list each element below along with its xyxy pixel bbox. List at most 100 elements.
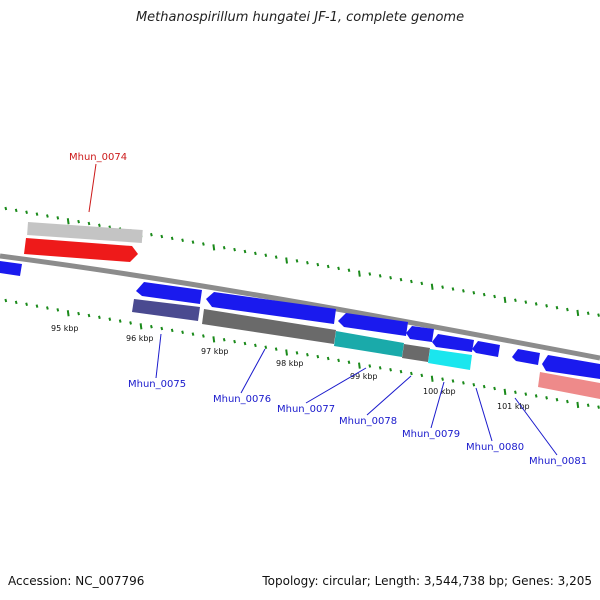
tick-mark — [46, 306, 49, 310]
kbp-label-layer: 95 kbp 96 kbp 97 kbp 98 kbp 99 kbp 100 kbp 101… — [51, 324, 530, 411]
tick-mark — [524, 392, 528, 396]
tick-mark — [14, 300, 18, 305]
tick-mark — [545, 304, 548, 308]
feature-bar-mhun-0076[interactable] — [202, 309, 336, 344]
tick-mark — [399, 369, 403, 374]
feature-bar-mhun-0077[interactable] — [334, 331, 404, 357]
tick-mark — [285, 257, 288, 264]
feature-leader-line — [475, 387, 493, 442]
tick-mark — [430, 375, 434, 382]
tick-mark — [472, 382, 476, 387]
feature-bar-mhun-0078[interactable] — [402, 344, 430, 362]
tick-mark — [87, 313, 91, 318]
inner-tick-track — [4, 298, 600, 409]
feature-label-mhun-0078[interactable]: Mhun_0078 — [339, 416, 397, 427]
feature-bar-mhun-0074[interactable] — [27, 222, 143, 243]
tick-mark — [566, 399, 569, 404]
gene-arrow-g3[interactable] — [206, 292, 336, 324]
tick-mark — [368, 364, 372, 368]
tick-mark — [368, 272, 372, 276]
tick-mark — [389, 367, 392, 372]
tick-mark — [170, 236, 174, 241]
kbp-label: 98 kbp — [276, 359, 304, 368]
feature-label-mhun-0079[interactable]: Mhun_0079 — [402, 429, 460, 440]
tick-mark — [337, 266, 340, 271]
gene-arrow-g9[interactable] — [542, 355, 600, 379]
tick-mark — [410, 371, 413, 376]
accession-text: Accession: NC_007796 — [8, 574, 145, 588]
tick-mark — [295, 259, 299, 263]
gene-arrow-g6[interactable] — [432, 334, 474, 352]
tick-mark — [451, 379, 455, 383]
tick-mark — [482, 384, 486, 389]
tick-mark — [566, 307, 569, 312]
kbp-label: 95 kbp — [51, 324, 79, 333]
tick-mark — [326, 356, 330, 361]
tick-mark — [586, 403, 590, 408]
tick-mark — [534, 302, 538, 306]
tick-mark — [66, 218, 70, 225]
tick-mark — [524, 300, 528, 304]
tick-mark — [472, 290, 476, 295]
feature-bar-mhun-0079[interactable] — [428, 349, 472, 370]
tick-mark — [482, 292, 486, 297]
tick-mark — [14, 208, 18, 213]
gene-arrow-g7[interactable] — [472, 341, 500, 357]
kbp-label: 100 kbp — [423, 387, 456, 396]
tick-mark — [98, 223, 101, 228]
tick-mark — [399, 277, 403, 282]
tick-mark — [77, 311, 80, 316]
gene-arrow-g1[interactable] — [0, 261, 22, 276]
feature-label-layer: Mhun_0074 Mhun_0075 Mhun_0076 Mhun_0077 Mhun… — [69, 152, 587, 467]
tick-mark — [358, 270, 361, 277]
tick-mark — [108, 317, 112, 321]
tick-mark — [264, 345, 268, 350]
tick-mark — [555, 305, 559, 310]
tick-mark — [118, 319, 122, 323]
feature-leader-line — [366, 375, 412, 416]
tick-mark — [555, 397, 559, 402]
tick-mark — [150, 232, 153, 237]
tick-mark — [316, 354, 320, 359]
feature-label-mhun-0075[interactable]: Mhun_0075 — [128, 379, 186, 390]
genome-backbone — [0, 253, 600, 361]
tick-mark — [420, 281, 424, 286]
tick-mark — [503, 388, 507, 395]
tick-mark — [534, 394, 538, 398]
gene-arrow-g8[interactable] — [512, 349, 540, 365]
tick-mark — [378, 366, 382, 370]
tick-mark — [4, 206, 8, 211]
tick-mark — [493, 386, 496, 391]
tick-mark — [243, 249, 247, 254]
tick-mark — [77, 219, 80, 224]
feature-bar-mhun-0081[interactable] — [538, 372, 600, 399]
feature-label-mhun-0074[interactable]: Mhun_0074 — [69, 152, 127, 163]
tick-mark — [514, 298, 517, 302]
tick-mark — [202, 242, 205, 246]
tick-mark — [378, 274, 382, 278]
tick-mark — [545, 396, 548, 400]
gene-arrow-g5[interactable] — [406, 326, 434, 342]
tick-mark — [160, 326, 164, 331]
tick-mark — [420, 373, 424, 378]
tick-mark — [233, 247, 236, 252]
tick-mark — [56, 308, 60, 312]
feature-label-mhun-0081[interactable]: Mhun_0081 — [529, 456, 587, 467]
kbp-label: 96 kbp — [126, 334, 154, 343]
feature-bar-mhun-0075[interactable] — [132, 299, 200, 321]
tick-mark — [430, 283, 434, 290]
genome-title: Methanospirillum hungatei JF-1, complete… — [135, 10, 465, 25]
feature-leader-line — [88, 163, 97, 213]
gene-arrow-g10[interactable] — [24, 238, 138, 262]
feature-label-mhun-0076[interactable]: Mhun_0076 — [213, 394, 271, 405]
tick-mark — [576, 309, 580, 317]
tick-mark — [326, 264, 330, 269]
gene-arrow-g4[interactable] — [338, 313, 408, 336]
gene-arrow-g2[interactable] — [136, 282, 202, 304]
feature-label-mhun-0077[interactable]: Mhun_0077 — [277, 404, 335, 415]
tick-mark — [462, 289, 465, 293]
feature-label-mhun-0080[interactable]: Mhun_0080 — [466, 442, 524, 453]
tick-mark — [451, 287, 455, 291]
tick-mark — [139, 323, 143, 330]
